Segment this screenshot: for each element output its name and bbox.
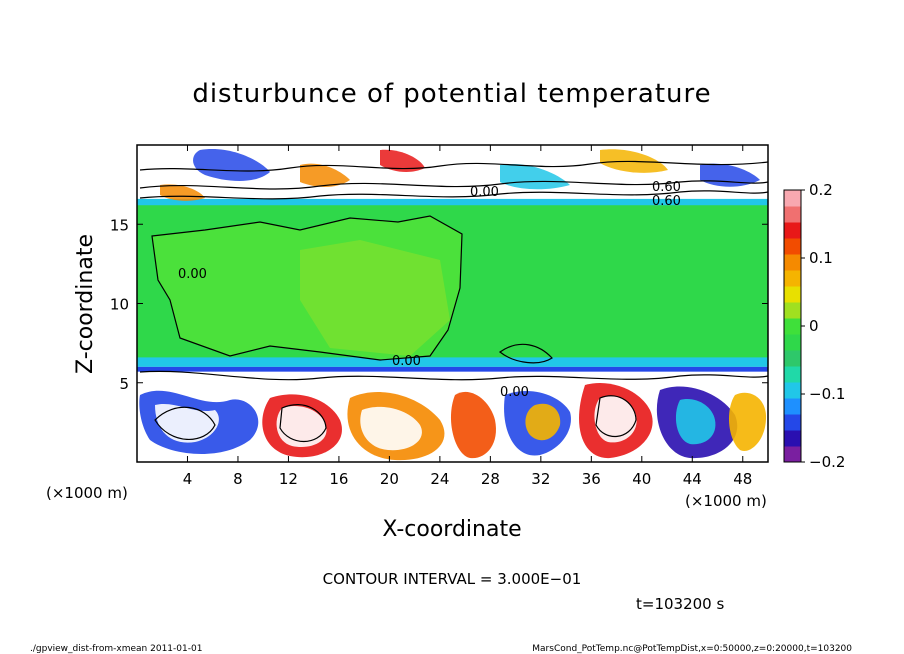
contour-interval: CONTOUR INTERVAL = 3.000E−01	[323, 570, 582, 588]
colorbar-swatch	[784, 446, 801, 463]
x-tick-label: 44	[683, 470, 702, 488]
colorbar-swatch	[784, 286, 801, 303]
contour-line-9	[595, 395, 637, 438]
lower-feature-2	[155, 403, 219, 443]
time-label: t=103200 s	[636, 595, 724, 613]
x-tick-label: 20	[380, 470, 399, 488]
colorbar-swatch	[784, 238, 801, 255]
x-tick-label: 16	[329, 470, 348, 488]
x-tick-label: 12	[279, 470, 298, 488]
contour-label: 0.00	[392, 354, 421, 369]
positive-core	[300, 240, 450, 356]
y-axis-ticks: 5 10 15	[110, 216, 768, 393]
upper-feature-2	[300, 163, 350, 187]
contour-line-8	[279, 404, 327, 442]
colorbar-tick-label: 0.2	[809, 181, 833, 199]
colorbar-swatch	[784, 302, 801, 319]
colorbar-swatch	[784, 414, 801, 431]
contour-label: 0.00	[178, 267, 207, 282]
colorbar-swatch	[784, 270, 801, 287]
plot-area: 0.00 0.00 0.00 0.00 0.600.60	[136, 144, 769, 463]
contour-line-5	[139, 160, 769, 172]
chart-title: disturbunce of potential temperature	[192, 79, 711, 109]
colorbar-swatch	[784, 222, 801, 239]
x-tick-label: 4	[183, 470, 193, 488]
lower-feature-6	[360, 406, 422, 451]
upper-feature-4	[500, 164, 570, 190]
colorbar-swatch	[784, 206, 801, 223]
colorbar-swatch	[784, 190, 801, 207]
x-unit-left: (×1000 m)	[46, 484, 128, 502]
contour-label: 0.00	[500, 385, 529, 400]
contour-lines: 0.00 0.00 0.00 0.00 0.600.60	[139, 160, 769, 442]
contour-label: 0.60	[652, 194, 681, 209]
blue-band	[137, 366, 768, 372]
lower-feature-7	[450, 391, 496, 459]
cyan-band	[137, 357, 768, 367]
colorbar-tick-label: −0.2	[809, 453, 845, 471]
colorbar-swatch	[784, 334, 801, 351]
upper-feature-1	[193, 149, 270, 181]
contour-line-1	[151, 215, 463, 361]
x-tick-label: 32	[531, 470, 550, 488]
lower-feature-13	[675, 399, 716, 445]
x-axis-ticks: 4 8 12 16 20 24 28 32 36 40 44 48	[183, 145, 752, 488]
y-tick-label: 10	[110, 296, 129, 314]
footer-left: ./gpview_dist-from-xmean 2011-01-01	[30, 644, 202, 654]
upper-feature-3	[380, 149, 425, 172]
colorbar-tick-label: 0	[809, 317, 819, 335]
x-tick-label: 28	[481, 470, 500, 488]
x-axis-label: X-coordinate	[382, 517, 521, 542]
contour-label: 0.60	[652, 180, 681, 195]
contour-line-6	[498, 343, 553, 364]
lower-feature-9	[525, 403, 561, 441]
contour-line-4	[139, 190, 769, 200]
field-features	[139, 149, 767, 461]
x-tick-label: 36	[582, 470, 601, 488]
colorbar-swatch	[784, 430, 801, 447]
x-tick-label: 40	[632, 470, 651, 488]
colorbar-tick-label: −0.1	[809, 385, 845, 403]
colorbar-swatch	[784, 382, 801, 399]
contour-line-3	[139, 180, 769, 190]
y-tick-label: 15	[110, 216, 129, 234]
contour-line-2	[139, 370, 769, 381]
colorbar-tick-label: 0.1	[809, 249, 833, 267]
x-unit-right: (×1000 m)	[685, 492, 767, 510]
colorbar: 0.2 0.1 0 −0.1 −0.2	[783, 181, 845, 471]
colorbar-swatch	[784, 254, 801, 271]
colorbar-swatch	[784, 318, 801, 335]
colorbar-swatch	[784, 350, 801, 367]
colorbar-swatch	[784, 398, 801, 415]
y-axis-label: Z-coordinate	[73, 234, 98, 374]
contour-line-7	[154, 406, 216, 440]
x-tick-label: 24	[430, 470, 449, 488]
lower-feature-14	[728, 392, 767, 451]
footer-right: MarsCond_PotTemp.nc@PotTempDist,x=0:5000…	[532, 644, 852, 654]
x-tick-label: 8	[233, 470, 243, 488]
cyan-band-top	[137, 198, 768, 206]
lower-feature-11	[594, 395, 637, 443]
colorbar-swatch	[784, 366, 801, 383]
contour-label: 0.00	[470, 185, 499, 200]
y-tick-label: 5	[119, 375, 129, 393]
x-tick-label: 48	[733, 470, 752, 488]
